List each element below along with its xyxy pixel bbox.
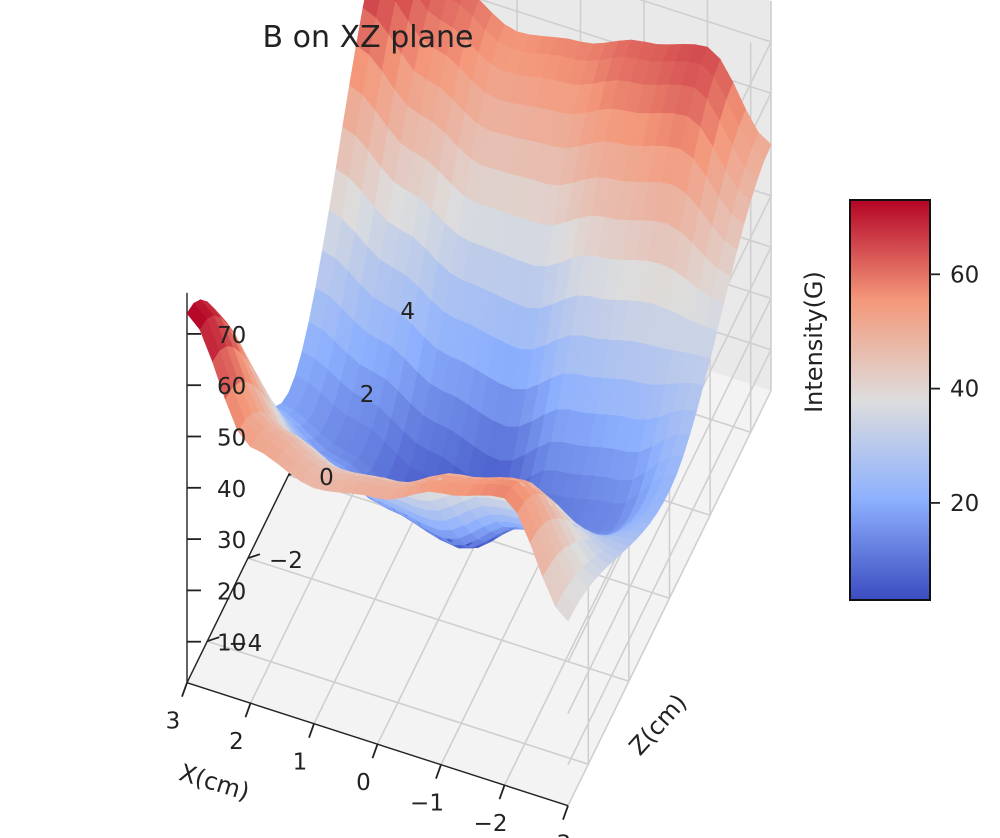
- grid-z-left: [567, 298, 772, 714]
- x-tick-label: 2: [229, 729, 244, 755]
- x-tick-mark: [435, 764, 442, 780]
- x-axis-label: X(cm): [176, 758, 253, 806]
- tick-labels: −3 −2 −1 0 1 2 3 −4 −2 0 2 4 10 20 30 40 50 60 70: [166, 299, 571, 838]
- z-tick-label: 20: [217, 579, 246, 605]
- surface-patch: [186, 302, 207, 330]
- z-tick-label: 60: [217, 374, 246, 400]
- z-tick-label: 70: [217, 323, 246, 349]
- colorbar: 20 40 60: [849, 199, 979, 601]
- z-tick-label: 10: [217, 631, 246, 657]
- colorbar-gradient: [850, 200, 930, 600]
- colorbar-tick-label: 40: [950, 377, 979, 403]
- grid-y-floor: [247, 557, 630, 682]
- x-tick-label: 3: [166, 709, 181, 735]
- x-tick-mark: [562, 805, 569, 821]
- y-tick-mark: [247, 553, 261, 560]
- y-tick-label: −4: [228, 631, 262, 657]
- colorbar-tick-label: 20: [950, 491, 979, 517]
- y-axis-label: Z(cm): [624, 689, 693, 761]
- grid-y-floor: [207, 640, 589, 765]
- surface-plot: [186, 0, 772, 622]
- x-tick-mark: [181, 682, 188, 698]
- grid-z-back: [638, 0, 772, 43]
- x-tick-label: −2: [474, 811, 508, 837]
- x-tick-mark: [371, 743, 379, 759]
- z-tick-label: 50: [217, 426, 246, 452]
- z-tick-label: 30: [217, 528, 246, 554]
- y-tick-mark: [207, 636, 220, 643]
- x-tick-mark: [244, 702, 252, 718]
- chart-title: B on XZ plane: [263, 20, 474, 55]
- x-tick-mark: [498, 784, 506, 800]
- z-axis-label: Intensity(G): [800, 271, 828, 413]
- colorbar-tick-label: 60: [950, 262, 979, 288]
- y-tick-label: −2: [269, 548, 303, 574]
- grid-z-left: [567, 349, 772, 766]
- y-tick-label: 4: [400, 299, 415, 325]
- x-tick-mark: [308, 723, 315, 739]
- y-tick-label: 0: [319, 465, 334, 491]
- x-tick-label: 1: [293, 750, 308, 776]
- colorbar-frame: [849, 199, 931, 601]
- z-tick-label: 40: [217, 477, 246, 503]
- x-tick-label: −3: [537, 832, 571, 838]
- x-tick-label: 0: [356, 770, 371, 796]
- surface-patch: [419, 0, 431, 12]
- x-tick-label: −1: [410, 791, 444, 817]
- y-tick-label: 2: [360, 382, 375, 408]
